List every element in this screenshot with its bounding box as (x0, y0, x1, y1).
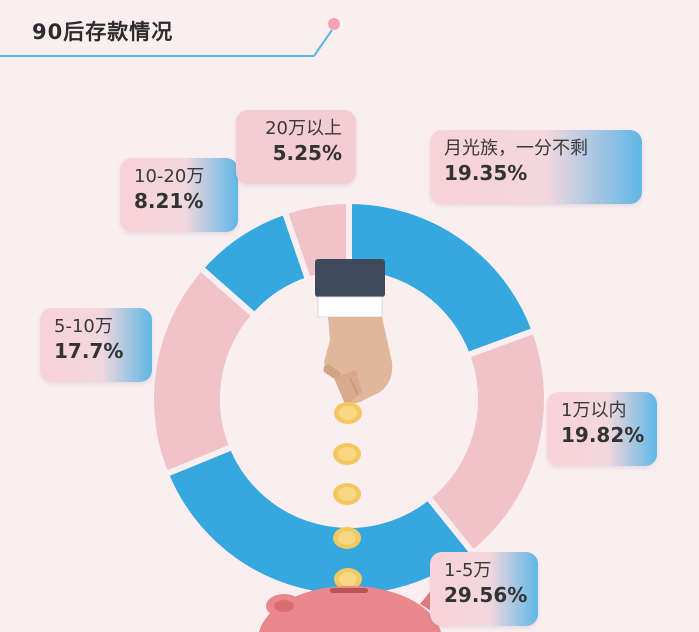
callout-label: 20万以上 (265, 118, 342, 139)
coin-icon (334, 568, 362, 590)
callout-label: 月光族，一分不剩 (444, 138, 588, 159)
callout-label: 1万以内 (561, 400, 627, 421)
slice-under-10k (423, 326, 550, 558)
callout-value: 5.25% (272, 140, 342, 165)
callout-value: 17.7% (54, 338, 124, 363)
coin-icon (333, 483, 361, 505)
callout-label: 10-20万 (134, 166, 205, 187)
header-underline (0, 18, 340, 57)
callout-label: 1-5万 (444, 560, 492, 581)
callout-value: 29.56% (444, 582, 528, 607)
callout-under-10k: 1万以内 19.82% (547, 392, 657, 466)
callout-over-200k: 20万以上 5.25% (236, 110, 356, 184)
header: 90后存款情况 (0, 0, 699, 70)
callout-10k-50k: 1-5万 29.56% (430, 552, 538, 626)
callout-value: 19.82% (561, 422, 645, 447)
callout-value: 8.21% (134, 188, 204, 213)
coin-icon (333, 443, 361, 465)
callout-moonlight: 月光族，一分不剩 19.35% (430, 130, 642, 204)
callout-50k-100k: 5-10万 17.7% (40, 308, 152, 382)
page-title: 90后存款情况 (32, 20, 174, 44)
coin-stream (333, 402, 362, 590)
callout-value: 19.35% (444, 160, 528, 185)
hand-icon (315, 259, 393, 406)
callout-100k-200k: 10-20万 8.21% (120, 158, 238, 232)
coin-icon (333, 527, 361, 549)
slice-10k-50k (161, 442, 478, 600)
callout-label: 5-10万 (54, 316, 113, 337)
coin-icon (334, 402, 362, 424)
